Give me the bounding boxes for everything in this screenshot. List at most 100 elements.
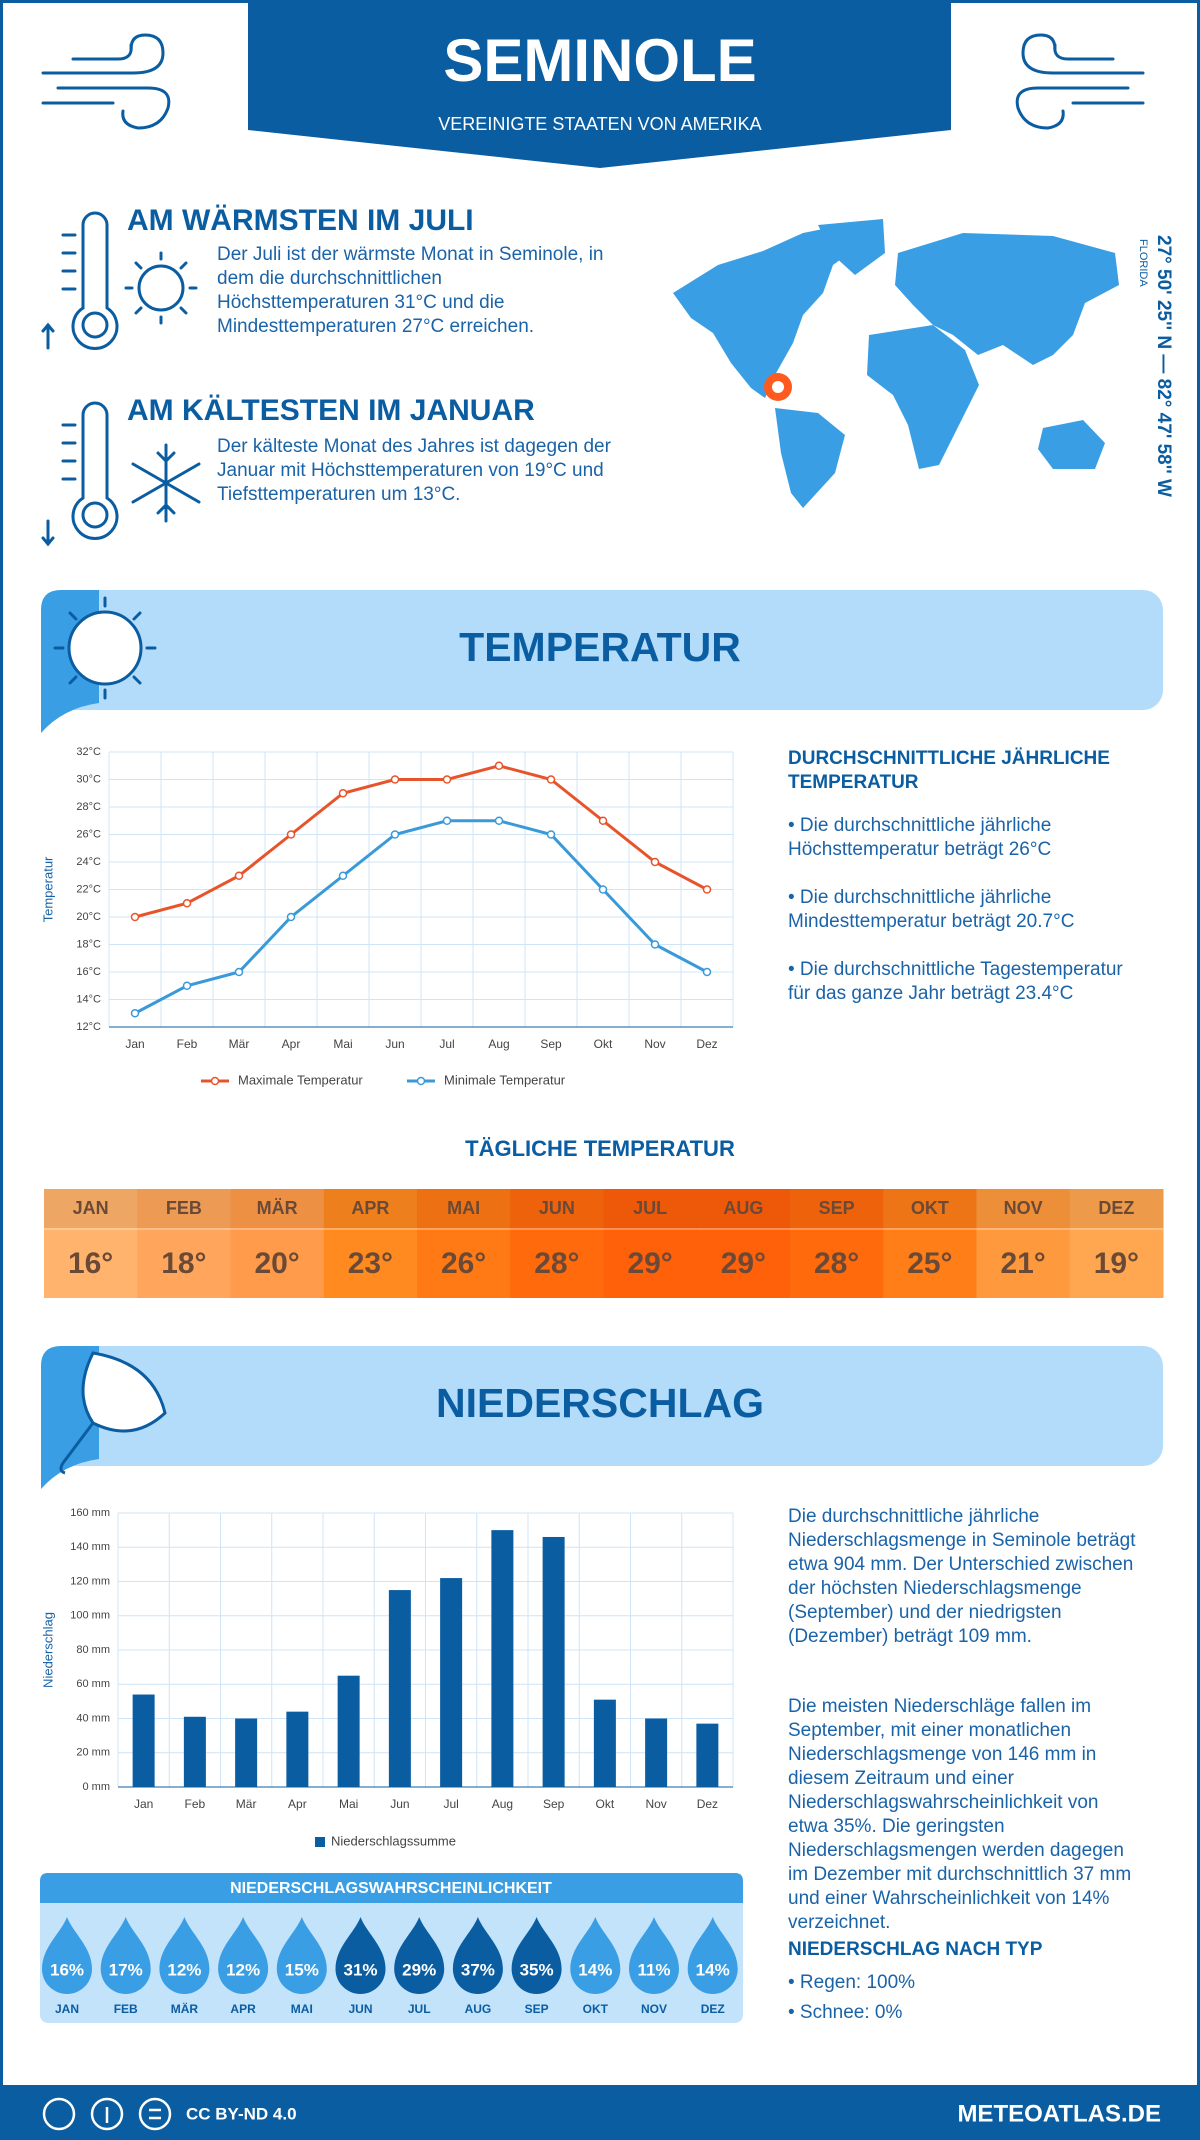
x-tick-label: Nov <box>645 1797 666 1811</box>
bar <box>132 1694 155 1787</box>
daily-header-shade <box>603 1189 698 1228</box>
legend-marker <box>210 1076 220 1086</box>
y-tick-label: 14°C <box>76 993 101 1005</box>
point <box>234 967 244 977</box>
daily-month: JUN <box>539 1198 575 1218</box>
daily-header-shade <box>976 1189 1071 1228</box>
drop-value: 12% <box>167 1960 201 1979</box>
daily-header-shade <box>790 1189 884 1228</box>
x-tick-label: Sep <box>540 1037 562 1051</box>
bar <box>491 1530 514 1787</box>
point <box>182 981 192 990</box>
license: CC BY-ND 4.0 <box>186 2104 297 2123</box>
highlight-title: AM KÄLTESTEN IM JANUAR <box>127 394 535 427</box>
summary-item: • Die durchschnittliche jährliche Höchst… <box>788 815 1052 860</box>
license-icons <box>42 2097 172 2131</box>
daily-month: MÄR <box>257 1198 298 1218</box>
y-axis-label: Niederschlag <box>40 1612 55 1688</box>
drop-month: JAN <box>55 2002 79 2016</box>
y-tick-label: 0 mm <box>83 1781 111 1793</box>
by-type-item: • Schnee: 0% <box>788 2002 903 2023</box>
daily-value: 23° <box>348 1247 393 1280</box>
bar <box>593 1699 616 1787</box>
daily-header-shade <box>323 1189 418 1228</box>
point <box>130 1009 140 1018</box>
daily-month: OKT <box>911 1198 949 1218</box>
legend-marker <box>416 1076 426 1086</box>
daily-month: NOV <box>1004 1198 1043 1218</box>
x-tick-label: Dez <box>697 1797 718 1811</box>
drop-month: MAI <box>291 2002 313 2016</box>
daily-month: DEZ <box>1098 1198 1134 1218</box>
drop-month: OKT <box>583 2002 609 2016</box>
daily-cell <box>790 1189 884 1298</box>
probability-box <box>40 1873 743 2023</box>
by-type-title: NIEDERSCHLAG NACH TYP <box>788 1939 1043 1960</box>
x-tick-label: Feb <box>177 1037 198 1051</box>
point <box>338 871 348 880</box>
point <box>650 857 660 867</box>
y-tick-label: 26°C <box>76 828 101 840</box>
series-line <box>134 819 708 1015</box>
point <box>442 816 452 825</box>
drop-month: AUG <box>465 2002 492 2016</box>
drop <box>276 1917 327 1994</box>
drop-value: 37% <box>461 1960 495 1979</box>
summary-item: • Die durchschnittliche jährliche Mindes… <box>788 887 1075 932</box>
y-tick-label: 22°C <box>76 883 101 895</box>
point <box>234 871 244 880</box>
drop <box>687 1917 738 1994</box>
point <box>338 789 348 798</box>
legend-marker <box>315 1837 325 1847</box>
bar <box>645 1718 668 1787</box>
y-tick-label: 16°C <box>76 966 101 978</box>
point <box>286 830 296 839</box>
x-tick-label: Jan <box>125 1037 144 1051</box>
drop-month: MÄR <box>171 2001 199 2016</box>
point <box>650 940 660 949</box>
bar <box>183 1716 206 1787</box>
drop <box>629 1917 679 1994</box>
point <box>546 775 556 784</box>
point <box>182 899 192 908</box>
precip-paragraph: Die meisten Niederschläge fallen im Sept… <box>788 1696 1132 1933</box>
drop-value: 35% <box>520 1960 554 1979</box>
y-tick-label: 20 mm <box>76 1747 110 1759</box>
y-tick-label: 120 mm <box>70 1575 110 1587</box>
point <box>494 761 504 770</box>
daily-header-shade <box>417 1189 511 1228</box>
daily-value: 28° <box>534 1247 579 1280</box>
daily-value: 29° <box>721 1247 766 1280</box>
daily-header-shade <box>1069 1189 1164 1228</box>
point <box>286 912 296 922</box>
drop-value: 16% <box>50 1960 84 1979</box>
drop <box>335 1917 386 1994</box>
bar <box>696 1723 719 1787</box>
artwork: SEMINOLE VEREINIGTE STAATEN VON AMERIKA 27… <box>3 3 1197 2137</box>
daily-cell <box>603 1189 698 1298</box>
x-tick-label: Sep <box>543 1797 565 1811</box>
highlight-title: AM WÄRMSTEN IM JULI <box>127 204 474 237</box>
bar <box>286 1711 309 1787</box>
point <box>702 967 712 977</box>
point <box>702 885 712 894</box>
daily-month: AUG <box>723 1198 763 1218</box>
point <box>390 775 400 784</box>
daily-header-shade <box>44 1189 138 1228</box>
bar <box>235 1718 258 1787</box>
drop-month: APR <box>230 2002 256 2016</box>
y-tick-label: 18°C <box>76 938 101 950</box>
x-tick-label: Jan <box>134 1797 153 1811</box>
daily-cell <box>323 1189 418 1298</box>
drop <box>218 1917 269 1994</box>
drop-value: 14% <box>696 1960 730 1979</box>
x-tick-label: Okt <box>594 1037 613 1051</box>
x-tick-label: Mai <box>339 1797 358 1811</box>
daily-header-shade <box>510 1189 604 1228</box>
y-tick-label: 20°C <box>76 911 101 923</box>
drop-month: JUL <box>408 2002 431 2016</box>
drop <box>511 1917 562 1995</box>
point <box>494 816 504 825</box>
daily-month: FEB <box>166 1198 202 1218</box>
